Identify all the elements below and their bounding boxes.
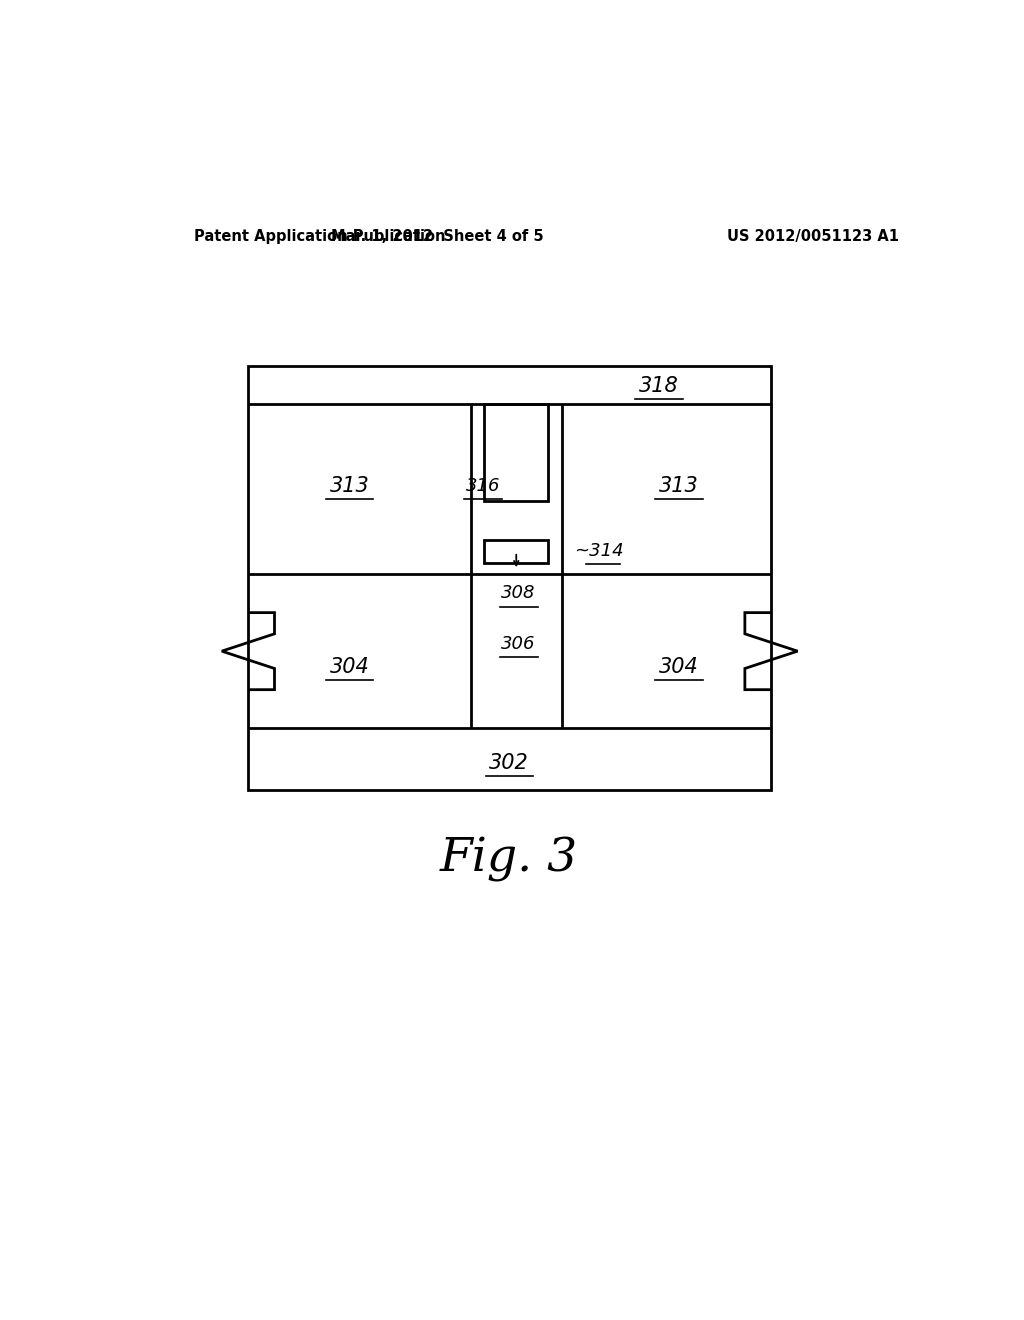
- Text: 313: 313: [330, 475, 370, 496]
- Bar: [484, 540, 548, 562]
- Bar: [248, 366, 771, 789]
- Text: Fig. 3: Fig. 3: [439, 837, 579, 882]
- Text: ~314: ~314: [574, 543, 624, 560]
- Text: Patent Application Publication: Patent Application Publication: [194, 230, 445, 244]
- Text: 308: 308: [502, 585, 536, 602]
- Text: 302: 302: [489, 752, 529, 772]
- Text: 304: 304: [330, 656, 370, 677]
- Text: 316: 316: [466, 477, 501, 495]
- Text: 313: 313: [659, 475, 698, 496]
- Text: US 2012/0051123 A1: US 2012/0051123 A1: [727, 230, 899, 244]
- Text: 306: 306: [502, 635, 536, 652]
- Text: 318: 318: [639, 376, 679, 396]
- Text: 304: 304: [659, 656, 698, 677]
- Bar: [484, 404, 548, 502]
- Text: Mar. 1, 2012  Sheet 4 of 5: Mar. 1, 2012 Sheet 4 of 5: [331, 230, 544, 244]
